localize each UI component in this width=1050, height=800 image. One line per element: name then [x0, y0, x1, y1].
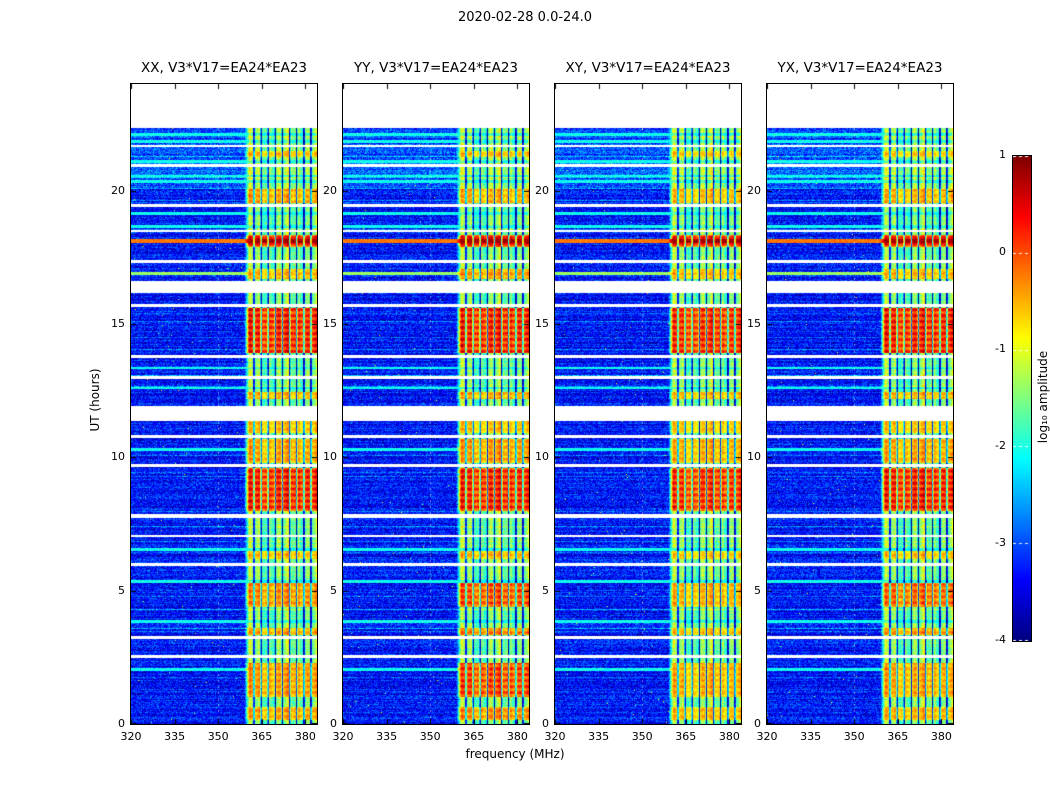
x-tick-label: 335 [376, 730, 398, 743]
x-tick-label: 380 [294, 730, 316, 743]
panel-yx-title: YX, V3*V17=EA24*EA23 [777, 60, 943, 76]
y-tick-label: 5 [330, 583, 337, 597]
colorbar-gradient [1012, 155, 1032, 642]
y-tick-label: 10 [323, 450, 337, 464]
colorbar-tick-label: -4 [995, 633, 1006, 646]
y-tick-label: 0 [754, 717, 761, 730]
x-tick-label: 350 [631, 730, 653, 743]
x-tick-label: 380 [506, 730, 528, 743]
y-tick-label: 20 [111, 183, 125, 197]
spectrogram-yx [767, 84, 953, 724]
x-tick-label: 350 [843, 730, 865, 743]
y-tick-label: 5 [754, 583, 761, 597]
colorbar-tick-label: -2 [995, 439, 1006, 452]
y-axis-label: UT (hours) [88, 368, 102, 432]
y-tick-label: 10 [747, 450, 761, 464]
panel-xx: XX, V3*V17=EA24*EA23 320 335 350 365 380 0 5 10… [111, 60, 318, 743]
spectrogram-xy [555, 84, 741, 724]
y-tick-label: 15 [111, 317, 125, 330]
y-tick-label: 15 [747, 317, 761, 330]
figure-title: 2020-02-28 0.0-24.0 [458, 10, 592, 25]
panel-yy-title: YY, V3*V17=EA24*EA23 [353, 60, 519, 76]
x-tick-label: 335 [164, 730, 186, 743]
colorbar: log₁₀ amplitude 1 0 -1 -2 -3 -4 [995, 148, 1050, 646]
x-tick-label: 320 [120, 730, 142, 743]
colorbar-tick-label: -1 [995, 342, 1006, 355]
y-tick-label: 15 [535, 317, 549, 330]
x-tick-label: 320 [544, 730, 566, 743]
colorbar-label: log₁₀ amplitude [1036, 350, 1050, 444]
x-tick-label: 365 [463, 730, 485, 743]
panel-xy-title: XY, V3*V17=EA24*EA23 [565, 60, 731, 76]
y-tick-label: 10 [111, 450, 125, 464]
y-tick-label: 10 [535, 450, 549, 464]
colorbar-tick-label: 1 [999, 148, 1006, 161]
y-tick-label: 0 [118, 717, 125, 730]
y-tick-label: 0 [542, 717, 549, 730]
x-axis-label: frequency (MHz) [465, 747, 565, 761]
x-tick-label: 380 [718, 730, 740, 743]
spectrogram-xx [131, 84, 317, 724]
y-tick-label: 20 [747, 183, 761, 197]
panel-yy: YY, V3*V17=EA24*EA23 320 335 350 365 380 0 5 10… [323, 60, 530, 743]
x-tick-label: 365 [251, 730, 273, 743]
x-tick-label: 320 [756, 730, 778, 743]
y-tick-label: 15 [323, 317, 337, 330]
x-tick-label: 320 [332, 730, 354, 743]
x-tick-label: 350 [419, 730, 441, 743]
x-tick-label: 365 [675, 730, 697, 743]
panel-yx: YX, V3*V17=EA24*EA23 320 335 350 365 380 0 5 10… [747, 60, 954, 743]
panel-xy: XY, V3*V17=EA24*EA23 320 335 350 365 380 0 5 10… [535, 60, 742, 743]
colorbar-tick-label: -3 [995, 536, 1006, 549]
x-tick-label: 350 [207, 730, 229, 743]
x-tick-label: 380 [930, 730, 952, 743]
x-tick-label: 335 [588, 730, 610, 743]
y-tick-label: 20 [535, 183, 549, 197]
y-tick-label: 20 [323, 183, 337, 197]
y-tick-label: 5 [542, 583, 549, 597]
colorbar-tick-label: 0 [999, 245, 1006, 258]
x-tick-label: 365 [887, 730, 909, 743]
spectrogram-yy [343, 84, 529, 724]
x-tick-label: 335 [800, 730, 822, 743]
panel-xx-title: XX, V3*V17=EA24*EA23 [140, 60, 308, 76]
y-tick-label: 5 [118, 583, 125, 597]
y-tick-label: 0 [330, 717, 337, 730]
